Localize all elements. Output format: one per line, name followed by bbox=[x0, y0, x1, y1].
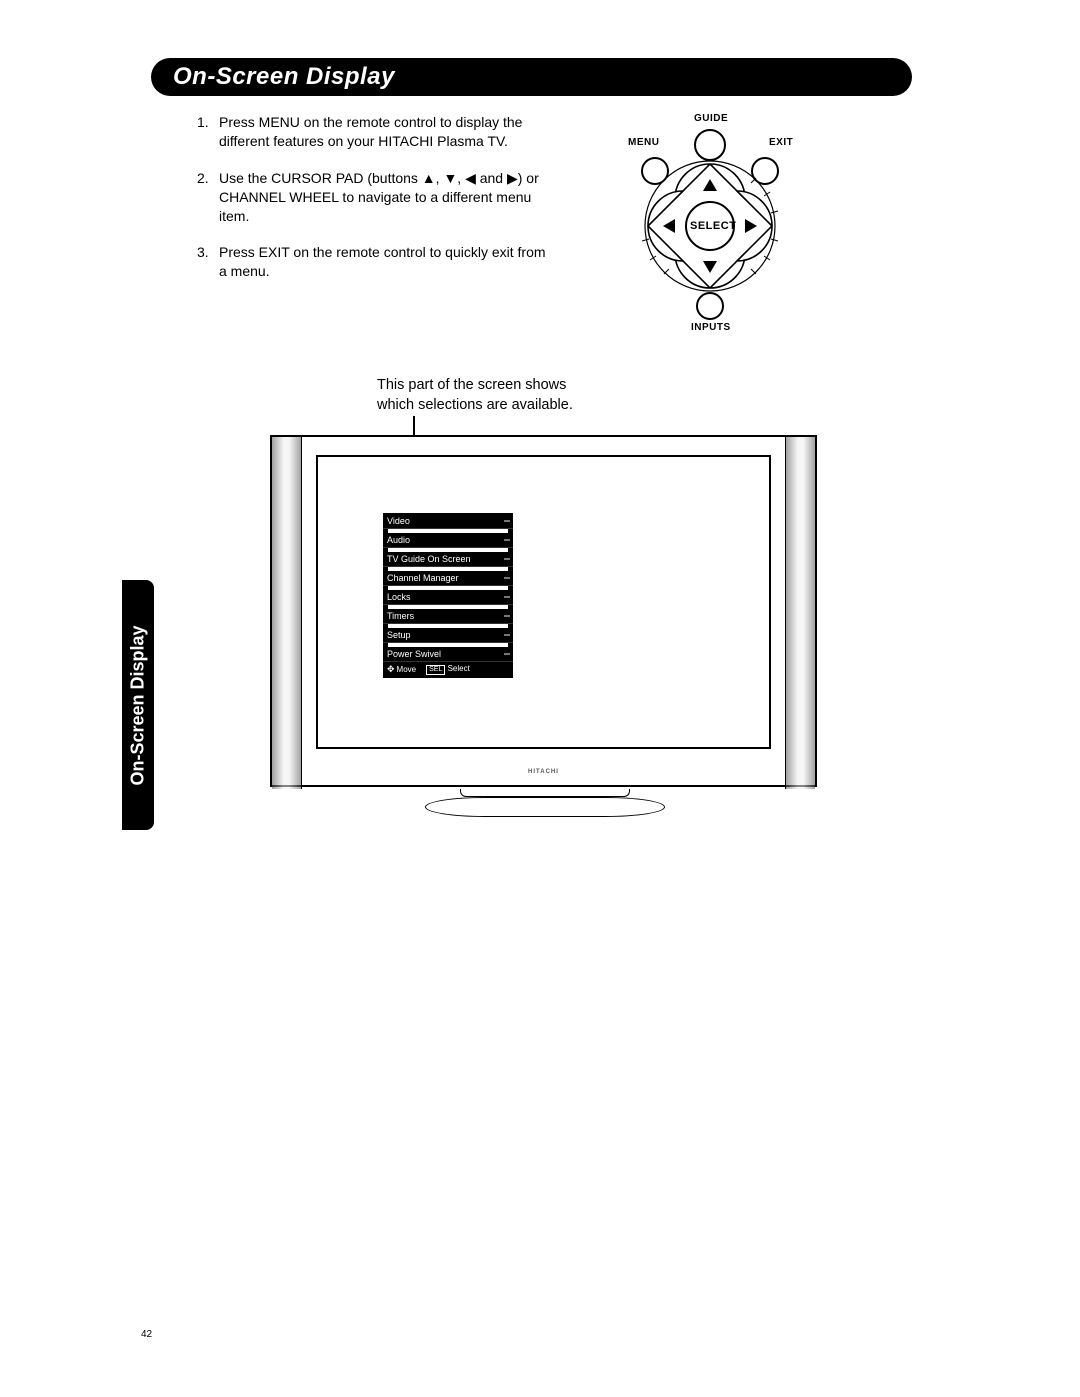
side-tab-label: On-Screen Display bbox=[128, 625, 149, 785]
osd-item: Setup bbox=[383, 628, 513, 643]
osd-item: Channel Manager bbox=[383, 571, 513, 586]
instruction-text: Use the CURSOR PAD (buttons ▲, ▼, ◀ and … bbox=[219, 169, 557, 226]
osd-footer-move-label: Move bbox=[397, 665, 417, 674]
remote-label-guide: GUIDE bbox=[694, 113, 728, 124]
osd-item-label: Video bbox=[387, 516, 410, 526]
instruction-number: 1. bbox=[197, 113, 219, 151]
osd-footer-select: SEL Select bbox=[426, 664, 470, 675]
remote-label-select: SELECT bbox=[690, 220, 736, 232]
osd-menu: Video Audio TV Guide On Screen Channel M… bbox=[383, 513, 513, 678]
instruction-number: 2. bbox=[197, 169, 219, 226]
move-icon: ✥ bbox=[387, 664, 395, 674]
osd-item-label: TV Guide On Screen bbox=[387, 554, 471, 564]
remote-label-exit: EXIT bbox=[769, 137, 793, 148]
section-header-text: On-Screen Display bbox=[173, 63, 395, 91]
page-number: 42 bbox=[141, 1329, 152, 1340]
tv-illustration: Video Audio TV Guide On Screen Channel M… bbox=[270, 435, 817, 825]
osd-footer: ✥Move SEL Select bbox=[383, 662, 513, 677]
instruction-item: 1. Press MENU on the remote control to d… bbox=[197, 113, 557, 151]
osd-item-label: Timers bbox=[387, 611, 414, 621]
tv-speaker-left bbox=[272, 437, 302, 789]
osd-item: Power Swivel bbox=[383, 647, 513, 662]
osd-item: Audio bbox=[383, 533, 513, 548]
instruction-number: 3. bbox=[197, 243, 219, 281]
osd-item-label: Locks bbox=[387, 592, 411, 602]
section-header: On-Screen Display bbox=[151, 58, 912, 96]
instruction-item: 3. Press EXIT on the remote control to q… bbox=[197, 243, 557, 281]
osd-item: TV Guide On Screen bbox=[383, 552, 513, 567]
osd-footer-select-label: Select bbox=[448, 664, 470, 673]
osd-footer-move: ✥Move bbox=[387, 664, 416, 675]
instruction-text: Press MENU on the remote control to disp… bbox=[219, 113, 557, 151]
instruction-list: 1. Press MENU on the remote control to d… bbox=[197, 113, 557, 299]
tv-stand bbox=[425, 797, 665, 817]
remote-label-inputs: INPUTS bbox=[691, 322, 731, 333]
tv-body: Video Audio TV Guide On Screen Channel M… bbox=[270, 435, 817, 787]
callout-top: This part of the screen shows which sele… bbox=[377, 376, 607, 415]
osd-item-label: Setup bbox=[387, 630, 411, 640]
osd-item: Locks bbox=[383, 590, 513, 605]
instruction-text: Press EXIT on the remote control to quic… bbox=[219, 243, 557, 281]
remote-pad-diagram: GUIDE MENU EXIT SELECT INPUTS bbox=[617, 113, 803, 333]
osd-item-label: Audio bbox=[387, 535, 410, 545]
osd-item-label: Channel Manager bbox=[387, 573, 459, 583]
side-tab: On-Screen Display bbox=[122, 580, 154, 830]
tv-brand-label: HITACHI bbox=[272, 769, 815, 775]
tv-screen: Video Audio TV Guide On Screen Channel M… bbox=[316, 455, 771, 749]
tv-speaker-right bbox=[785, 437, 815, 789]
instruction-item: 2. Use the CURSOR PAD (buttons ▲, ▼, ◀ a… bbox=[197, 169, 557, 226]
tv-stand-bar bbox=[460, 789, 630, 797]
osd-item: Timers bbox=[383, 609, 513, 624]
osd-item-label: Power Swivel bbox=[387, 649, 441, 659]
osd-item: Video bbox=[383, 514, 513, 529]
remote-label-menu: MENU bbox=[628, 137, 659, 148]
sel-box-icon: SEL bbox=[426, 665, 445, 675]
